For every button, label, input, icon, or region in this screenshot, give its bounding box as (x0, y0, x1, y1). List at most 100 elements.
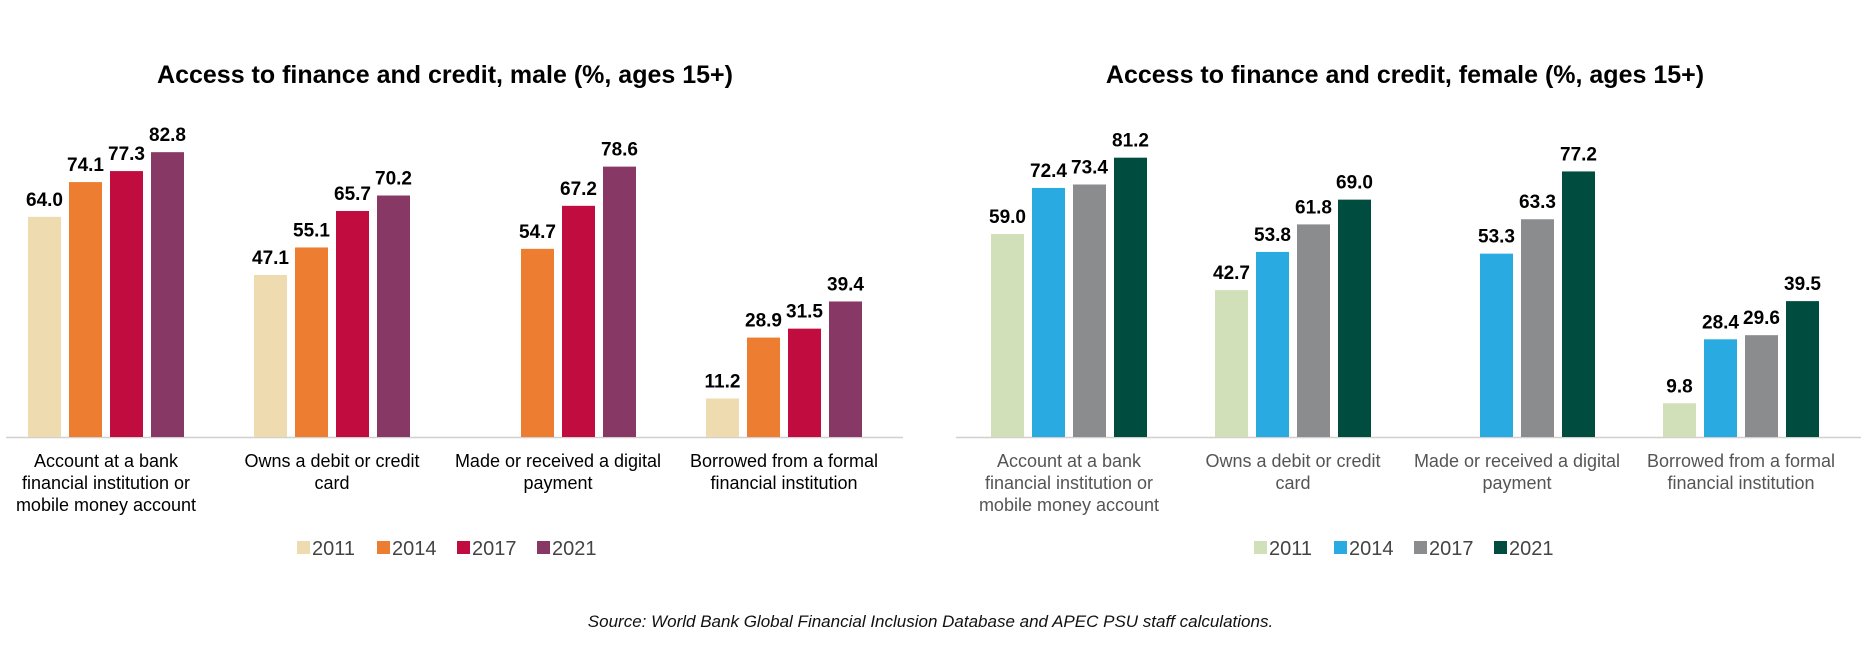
data-label: 78.6 (601, 140, 638, 161)
bar-2014-2 (1480, 253, 1513, 437)
bar-2014-1 (1256, 251, 1289, 437)
category-label: financial institution (710, 473, 857, 493)
legend-label-2017: 2017 (1429, 538, 1474, 560)
category-label: Borrowed from a formal (1647, 451, 1835, 471)
bar-2017-0 (110, 171, 143, 437)
bar-2017-1 (1297, 224, 1330, 437)
legend-swatch-2017 (1414, 541, 1427, 554)
data-label: 31.5 (786, 302, 823, 323)
bar-2011-0 (28, 216, 61, 437)
bar-2021-2 (1562, 171, 1595, 437)
data-label: 74.1 (67, 155, 104, 176)
category-label: mobile money account (979, 495, 1159, 515)
data-label: 42.7 (1213, 263, 1250, 284)
bar-2011-1 (1215, 290, 1248, 437)
bar-2021-3 (829, 301, 862, 437)
data-label: 29.6 (1743, 308, 1780, 329)
bar-2011-3 (706, 398, 739, 437)
bar-2017-1 (336, 210, 369, 437)
data-label: 39.4 (827, 274, 864, 295)
data-label: 53.3 (1478, 227, 1515, 248)
chart-title: Access to finance and credit, male (%, a… (157, 61, 733, 89)
data-label: 61.8 (1295, 197, 1332, 218)
bar-2017-0 (1073, 184, 1106, 437)
legend-label-2021: 2021 (1509, 538, 1554, 560)
legend-label-2011: 2011 (312, 538, 355, 560)
category-label: Owns a debit or credit (1205, 451, 1380, 471)
bar-2011-1 (254, 274, 287, 437)
category-label: payment (1482, 473, 1551, 493)
legend-label-2017: 2017 (472, 538, 517, 560)
legend-swatch-2014 (377, 541, 390, 554)
category-label: card (314, 473, 349, 493)
legend-swatch-2017 (457, 541, 470, 554)
bar-2017-3 (1745, 335, 1778, 437)
bar-2014-0 (69, 182, 102, 437)
data-label: 63.3 (1519, 192, 1556, 213)
legend-swatch-2011 (297, 541, 310, 554)
category-label: card (1275, 473, 1310, 493)
data-label: 59.0 (989, 207, 1026, 228)
bar-2017-2 (1521, 219, 1554, 437)
category-label: Made or received a digital (455, 451, 661, 471)
bar-2011-3 (1663, 403, 1696, 437)
category-label: Made or received a digital (1414, 451, 1620, 471)
data-label: 28.9 (745, 311, 782, 332)
female-chart-svg: Access to finance and credit, female (%,… (956, 61, 1861, 560)
data-label: 64.0 (26, 190, 63, 211)
legend-label-2014: 2014 (392, 538, 437, 560)
legend-swatch-2011 (1254, 541, 1267, 554)
data-label: 55.1 (293, 220, 330, 241)
data-label: 69.0 (1336, 173, 1373, 194)
bar-2014-3 (1704, 339, 1737, 437)
legend-swatch-2014 (1334, 541, 1347, 554)
bar-2014-2 (521, 248, 554, 437)
data-label: 65.7 (334, 184, 371, 205)
legend-swatch-2021 (1494, 541, 1507, 554)
data-label: 9.8 (1666, 376, 1692, 397)
data-label: 47.1 (252, 248, 289, 269)
bar-2021-1 (1338, 199, 1371, 437)
category-label: financial institution or (985, 473, 1153, 493)
data-label: 28.4 (1702, 312, 1739, 333)
data-label: 53.8 (1254, 225, 1291, 246)
bar-2021-1 (377, 195, 410, 437)
data-label: 39.5 (1784, 274, 1821, 295)
category-label: payment (523, 473, 592, 493)
bar-2014-1 (295, 247, 328, 437)
legend-label-2014: 2014 (1349, 538, 1394, 560)
legend-label-2011: 2011 (1269, 538, 1312, 560)
bar-2021-0 (1114, 157, 1147, 437)
data-label: 81.2 (1112, 131, 1149, 152)
male-chart-svg: Access to finance and credit, male (%, a… (6, 61, 903, 560)
category-label: Owns a debit or credit (244, 451, 419, 471)
bar-2021-0 (151, 152, 184, 437)
bar-2021-3 (1786, 301, 1819, 437)
category-label: financial institution (1667, 473, 1814, 493)
male-chart: Access to finance and credit, male (%, a… (0, 0, 915, 580)
data-label: 54.7 (519, 222, 556, 243)
bar-2014-3 (747, 337, 780, 437)
data-label: 67.2 (560, 179, 597, 200)
data-label: 73.4 (1071, 158, 1108, 179)
category-label: Account at a bank (997, 451, 1142, 471)
female-chart: Access to finance and credit, female (%,… (950, 0, 1861, 580)
bar-2017-2 (562, 205, 595, 437)
source-note: Source: World Bank Global Financial Incl… (587, 612, 1274, 631)
data-label: 77.2 (1560, 144, 1597, 165)
chart-title: Access to finance and credit, female (%,… (1106, 61, 1704, 89)
bar-2014-0 (1032, 187, 1065, 437)
bar-2021-2 (603, 166, 636, 437)
data-label: 70.2 (375, 169, 412, 190)
bar-2011-0 (991, 234, 1024, 437)
category-label: Account at a bank (34, 451, 179, 471)
category-label: Borrowed from a formal (690, 451, 878, 471)
data-label: 77.3 (108, 144, 145, 165)
category-label: mobile money account (16, 495, 196, 515)
data-label: 11.2 (705, 371, 741, 392)
data-label: 72.4 (1030, 161, 1067, 182)
bar-2017-3 (788, 328, 821, 437)
legend-swatch-2021 (537, 541, 550, 554)
data-label: 82.8 (149, 125, 186, 146)
category-label: financial institution or (22, 473, 190, 493)
